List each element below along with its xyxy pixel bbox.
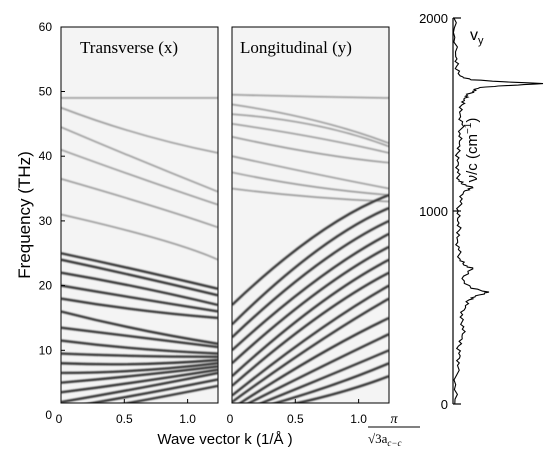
transverse-branch <box>61 358 218 366</box>
transverse-branch <box>61 149 218 206</box>
spectrum-ticks: 0 1000 2000 <box>419 11 461 412</box>
transverse-branch <box>61 258 218 297</box>
spectrum-title-main: v <box>470 27 478 44</box>
longitudinal-branch <box>232 232 389 352</box>
frequency-tick-label: 20 <box>39 279 53 293</box>
transverse-branch <box>61 107 218 154</box>
spectrum-ylabel: ν/c (cm−1) <box>463 118 481 183</box>
spectrum-tick-label: 0 <box>441 397 448 412</box>
wavevector-axis-label: Wave vector k (1/Å ) <box>157 431 292 448</box>
spectrum-tick-label: 1000 <box>419 204 448 219</box>
longitudinal-branch <box>232 206 389 326</box>
wavevector-tick-label: 0 <box>227 412 234 426</box>
longitudinal-branch <box>232 123 389 154</box>
transverse-branch <box>61 271 218 307</box>
longitudinal-branch <box>232 155 389 190</box>
transverse-panel: Transverse (x) <box>60 26 219 404</box>
wavevector-axis: 0 0.5 1.0 0 0.5 1.0 <box>56 399 367 426</box>
transverse-branch <box>61 252 218 291</box>
frequency-tick-label: 0 <box>45 408 52 422</box>
longitudinal-branch <box>232 136 389 164</box>
longitudinal-dispersion-lines <box>232 94 389 403</box>
transverse-branch <box>122 384 218 403</box>
longitudinal-branch <box>232 271 389 387</box>
transverse-branch <box>61 297 218 320</box>
longitudinal-branch <box>292 375 389 403</box>
longitudinal-branch <box>232 187 389 203</box>
wavevector-tick-label: 1.0 <box>179 412 196 426</box>
transverse-dispersion-lines <box>61 97 218 403</box>
longitudinal-panel: Longitudinal (y) <box>231 26 390 404</box>
frequency-tick-label: 60 <box>39 20 53 34</box>
transverse-branch <box>61 178 218 229</box>
frequency-tick-label: 40 <box>39 149 53 163</box>
longitudinal-branch <box>232 219 389 339</box>
transverse-branch <box>61 362 218 375</box>
wavevector-tick-label: 0 <box>56 412 63 426</box>
longitudinal-branch <box>232 297 389 403</box>
transverse-branch <box>61 326 218 349</box>
spectrum-panel: 0 1000 2000 vy ν/c (cm−1) <box>419 11 544 412</box>
transverse-panel-bg <box>61 27 218 403</box>
longitudinal-title: Longitudinal (y) <box>240 38 352 57</box>
longitudinal-branch <box>232 245 389 365</box>
longitudinal-panel-frame <box>231 26 390 404</box>
transverse-branch <box>61 371 218 403</box>
wavevector-tick-label: 1.0 <box>350 412 367 426</box>
zone-pi: π <box>390 412 398 427</box>
transverse-branch <box>61 365 218 384</box>
zone-denominator: √3ac−c <box>368 431 401 448</box>
zone-boundary-label: π √3ac−c <box>368 412 420 448</box>
frequency-tick-label: 30 <box>39 214 53 228</box>
transverse-branch <box>61 284 218 313</box>
longitudinal-branch <box>232 113 389 148</box>
transverse-branch <box>61 126 218 193</box>
longitudinal-branch <box>246 333 389 403</box>
transverse-branch <box>61 310 218 346</box>
spectrum-title: vy <box>470 27 484 47</box>
wavevector-tick-label: 0.5 <box>287 412 304 426</box>
longitudinal-branch <box>232 171 389 196</box>
spectrum-tick-label: 2000 <box>419 11 448 26</box>
spectrum-curve <box>452 17 544 405</box>
transverse-branch <box>61 352 218 358</box>
transverse-panel-frame <box>60 26 219 404</box>
longitudinal-branch <box>238 316 389 403</box>
transverse-branch <box>85 378 218 403</box>
longitudinal-branch <box>232 103 389 144</box>
transverse-title: Transverse (x) <box>80 38 178 57</box>
transverse-branch <box>61 368 218 394</box>
frequency-tick-label: 50 <box>39 85 53 99</box>
transverse-branch <box>61 213 218 261</box>
frequency-tick-label: 10 <box>39 343 53 357</box>
longitudinal-branch <box>232 193 389 306</box>
frequency-axis-label: Frequency (THz) <box>15 151 34 279</box>
transverse-branch <box>61 339 218 355</box>
longitudinal-branch <box>232 284 389 397</box>
longitudinal-branch <box>232 258 389 378</box>
longitudinal-branch <box>258 349 389 403</box>
spectrum-title-sub: y <box>478 35 484 47</box>
longitudinal-branch <box>232 94 389 99</box>
longitudinal-branch <box>271 362 389 403</box>
wavevector-tick-label: 0.5 <box>116 412 133 426</box>
frequency-axis: 0 10 20 30 40 50 60 <box>39 20 65 422</box>
